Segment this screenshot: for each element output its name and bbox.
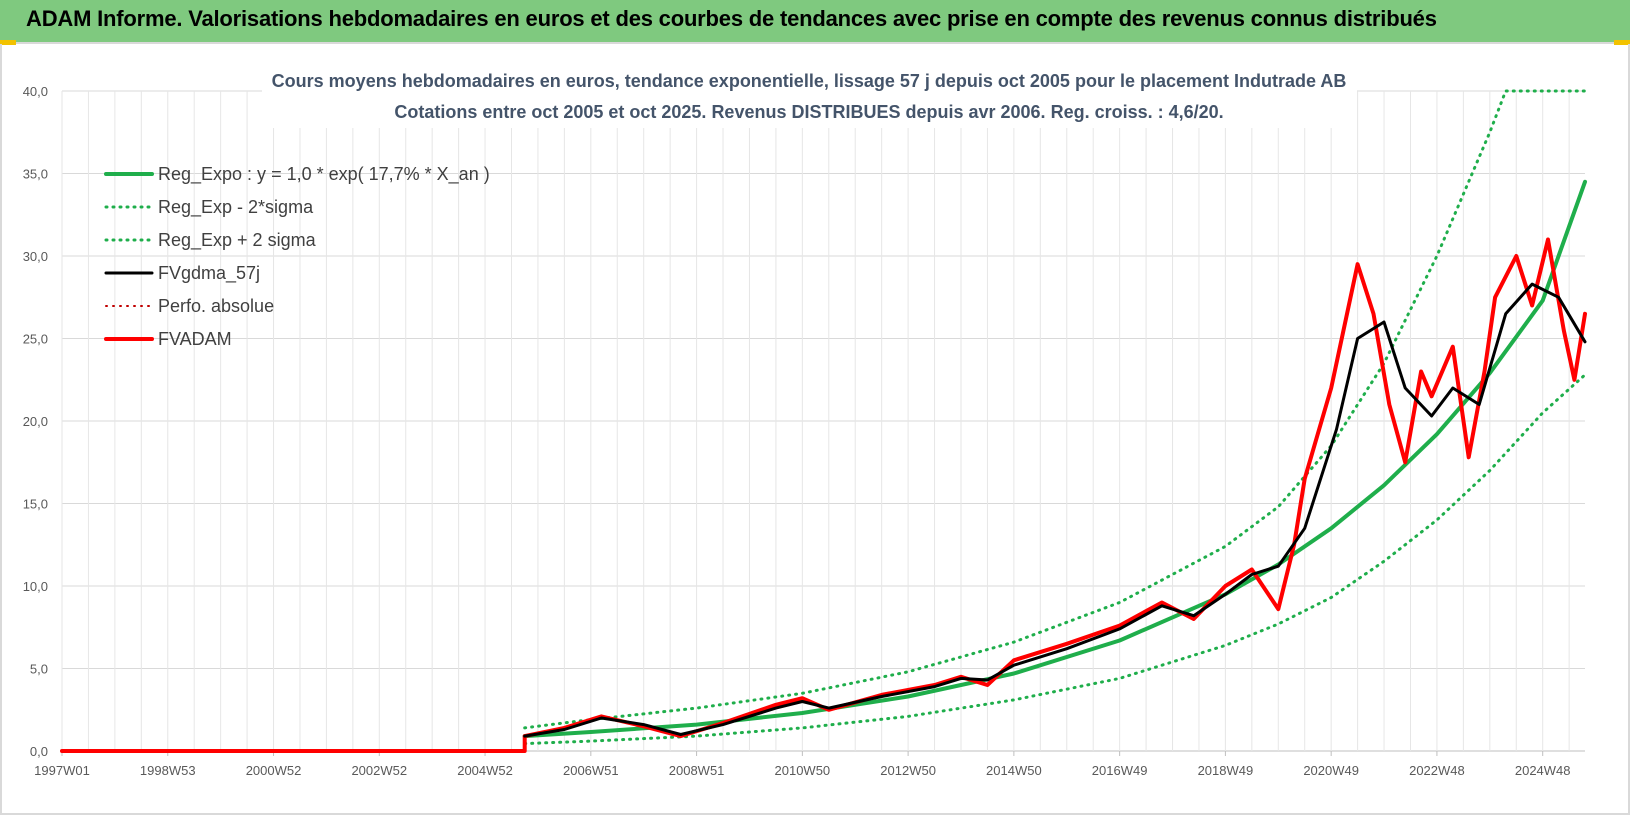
y-axis-labels: 0,0 5,0 10,0 15,0 20,0 25,0 30,0 35,0 40,0 <box>23 84 48 759</box>
y-tick-label: 30,0 <box>23 249 48 264</box>
series-line-reg-exp-2-sigma <box>523 89 1587 730</box>
chart-frame <box>0 44 1630 815</box>
x-tick-label: 2014W50 <box>986 763 1042 778</box>
x-tick-label: 2002W52 <box>351 763 407 778</box>
y-tick-label: 20,0 <box>23 414 48 429</box>
legend-label: FVADAM <box>158 329 232 349</box>
report-title: ADAM Informe. Valorisations hebdomadaire… <box>26 6 1437 31</box>
chart-title-line1: Cours moyens hebdomadaires en euros, ten… <box>272 71 1347 91</box>
y-tick-label: 15,0 <box>23 497 48 512</box>
x-tick-label: 2022W48 <box>1409 763 1465 778</box>
x-tick-label: 2006W51 <box>563 763 619 778</box>
x-tick-label: 2004W52 <box>457 763 513 778</box>
x-tick-label: 1997W01 <box>34 763 90 778</box>
x-tick-label: 2008W51 <box>669 763 725 778</box>
legend: Reg_Expo : y = 1,0 * exp( 17,7% * X_an )… <box>104 164 490 349</box>
x-axis-labels: 1997W01 1998W53 2000W52 2002W52 2004W52 2006W… <box>34 763 1570 778</box>
corner-mark-right <box>1614 40 1630 45</box>
legend-label: Perfo. absolue <box>158 296 274 316</box>
y-tick-label: 5,0 <box>30 662 48 677</box>
series-line-fvgdma-57j <box>523 282 1587 738</box>
x-tick-label: 2000W52 <box>246 763 302 778</box>
chart-title-background <box>262 64 1357 128</box>
gridlines <box>61 90 1585 756</box>
x-tick-label: 2018W49 <box>1198 763 1254 778</box>
report-banner: ADAM Informe. Valorisations hebdomadaire… <box>0 0 1630 44</box>
x-tick-label: 2016W49 <box>1092 763 1148 778</box>
series-line-fvadam <box>60 237 1587 753</box>
chart-title-line2: Cotations entre oct 2005 et oct 2025. Re… <box>394 102 1223 122</box>
legend-label: FVgdma_57j <box>158 263 260 284</box>
x-tick-label: 2020W49 <box>1303 763 1359 778</box>
legend-label: Reg_Exp + 2 sigma <box>158 230 317 251</box>
legend-label: Reg_Exp - 2*sigma <box>158 197 314 218</box>
corner-mark-left <box>0 40 16 45</box>
series-lines <box>60 89 1587 753</box>
x-tick-label: 1998W53 <box>140 763 196 778</box>
y-tick-label: 35,0 <box>23 167 48 182</box>
y-tick-label: 25,0 <box>23 332 48 347</box>
y-tick-label: 10,0 <box>23 579 48 594</box>
y-tick-label: 0,0 <box>30 744 48 759</box>
series-line-reg-exp-2-sigma <box>523 373 1587 746</box>
y-tick-label: 40,0 <box>23 84 48 99</box>
x-tick-label: 2010W50 <box>775 763 831 778</box>
legend-label: Reg_Expo : y = 1,0 * exp( 17,7% * X_an ) <box>158 164 490 185</box>
x-tick-label: 2012W50 <box>880 763 936 778</box>
x-tick-label: 2024W48 <box>1515 763 1571 778</box>
